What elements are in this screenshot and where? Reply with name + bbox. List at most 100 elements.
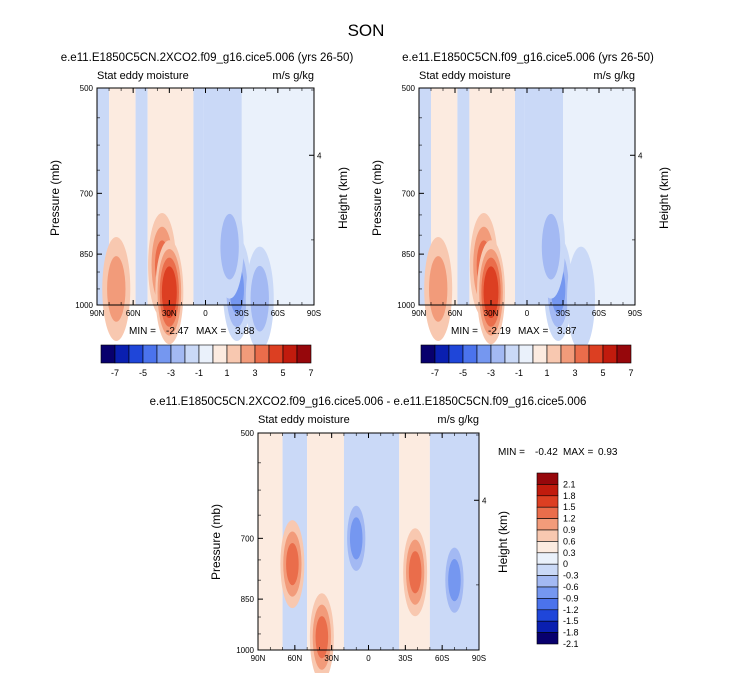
colorbar-swatch [536, 609, 559, 622]
x-tick-label: 30S [235, 309, 249, 318]
colorbar-swatch [448, 344, 464, 364]
y2-tick-label: 4 [638, 151, 643, 160]
colorbar-label: -1 [195, 368, 203, 378]
panel-units: m/s g/kg [437, 414, 479, 426]
min-value: -2.47 [166, 326, 189, 337]
colorbar-label: -1.8 [563, 628, 579, 638]
max-value: 3.87 [557, 326, 577, 337]
colorbar-swatch [574, 344, 590, 364]
field-band [457, 88, 470, 305]
y2-axis-label: Height (km) [496, 511, 510, 573]
colorbar-swatch [282, 344, 298, 364]
y-tick-label: 1000 [75, 301, 93, 310]
negative-contour [448, 558, 461, 602]
x-tick-label: 60S [592, 309, 606, 318]
positive-contour [408, 551, 422, 594]
max-value: 0.93 [598, 447, 618, 458]
colorbar-swatch [536, 552, 559, 565]
x-tick-label: 30N [324, 654, 339, 663]
negative-contour [567, 246, 595, 351]
colorbar-swatch [536, 506, 559, 519]
x-tick-labels: 90N 60N 30N 0 30S 60S 90S [412, 309, 642, 318]
colorbar-label: 5 [280, 368, 285, 378]
colorbar-swatch [226, 344, 242, 364]
colorbar-swatch [434, 344, 450, 364]
field-band [193, 88, 204, 305]
colorbar-swatch [546, 344, 562, 364]
field-band [97, 88, 110, 305]
contour-field [419, 88, 635, 351]
panel-difference: e.e11.E1850C5CN.2XCO2.f09_g16.cice5.006 … [150, 396, 618, 673]
x-tick-labels: 90N 60N 30N 0 30S 60S 90S [90, 309, 321, 318]
colorbar-swatch [560, 344, 576, 364]
y-tick-labels: 500 700 850 1000 [397, 84, 415, 310]
min-value: -2.19 [488, 326, 511, 337]
colorbar-swatch [198, 344, 214, 364]
colorbar-swatch [476, 344, 492, 364]
colorbar-label: -0.9 [563, 593, 579, 603]
colorbar-swatch [536, 518, 559, 531]
colorbar-swatch [536, 620, 559, 633]
colorbar-swatch [142, 344, 158, 364]
colorbar-swatch [536, 495, 559, 508]
x-tick-label: 0 [525, 309, 530, 318]
colorbar-swatch [490, 344, 506, 364]
y2-axis-label: Height (km) [336, 167, 350, 229]
colorbar-swatch [616, 344, 632, 364]
panel-subtitle-left: Stat eddy moisture [419, 70, 511, 82]
y-tick-label: 700 [402, 189, 416, 198]
y-tick-label: 500 [402, 84, 416, 93]
y-tick-label: 500 [241, 429, 255, 438]
min-value: -0.42 [535, 447, 558, 458]
colorbar-label: -2.1 [563, 639, 579, 649]
y2-axis-label: Height (km) [657, 167, 671, 229]
colorbar-label: 0 [563, 559, 568, 569]
y-tick-label: 500 [80, 84, 94, 93]
axis-ticks [257, 432, 480, 651]
axis-ticks [418, 87, 636, 306]
y-tick-label: 1000 [397, 301, 415, 310]
y-tick-label: 1000 [236, 646, 254, 655]
colorbar-label: -0.3 [563, 571, 579, 581]
x-tick-label: 0 [203, 309, 208, 318]
colorbar-label: 0.9 [563, 525, 576, 535]
panel-title: e.e11.E1850C5CN.f09_g16.cice5.006 (yrs 2… [402, 52, 654, 64]
negative-contour [349, 517, 363, 560]
field-band [515, 88, 525, 305]
colorbar-label: -3 [487, 368, 495, 378]
colorbar-swatch [184, 344, 200, 364]
y2-tick-label: 4 [317, 151, 322, 160]
colorbar-label: 2.1 [563, 479, 576, 489]
x-tick-label: 30N [162, 309, 177, 318]
x-tick-label: 90N [412, 309, 427, 318]
colorbar-swatch [100, 344, 116, 364]
positive-contour [485, 275, 497, 310]
axis-ticks [96, 87, 315, 306]
colorbar-label: -1 [515, 368, 523, 378]
panel-units: m/s g/kg [593, 70, 635, 82]
positive-contour [315, 616, 329, 659]
colorbar-swatch [536, 575, 559, 588]
colorbar-label: 3 [572, 368, 577, 378]
x-tick-label: 0 [366, 654, 371, 663]
y-tick-label: 700 [80, 189, 94, 198]
contour-field [258, 433, 479, 673]
field-band [135, 88, 148, 305]
x-tick-label: 60N [287, 654, 302, 663]
colorbar-swatch [536, 529, 559, 542]
panel-2xco2: e.e11.E1850C5CN.2XCO2.f09_g16.cice5.006 … [48, 52, 353, 378]
field-band [258, 433, 283, 650]
colorbar-swatch [536, 541, 559, 554]
x-tick-label: 30S [398, 654, 412, 663]
colorbar-swatch [588, 344, 604, 364]
colorbar-label: -7 [111, 368, 119, 378]
panel-title: e.e11.E1850C5CN.2XCO2.f09_g16.cice5.006 … [150, 396, 587, 408]
colorbar-label: -7 [431, 368, 439, 378]
colorbar-swatch [462, 344, 478, 364]
y-tick-labels: 500 700 850 1000 [236, 429, 254, 655]
colorbar-label: -3 [167, 368, 175, 378]
colorbar-label: 7 [308, 368, 313, 378]
colorbar-label: -0.6 [563, 582, 579, 592]
negative-contour [541, 213, 561, 280]
